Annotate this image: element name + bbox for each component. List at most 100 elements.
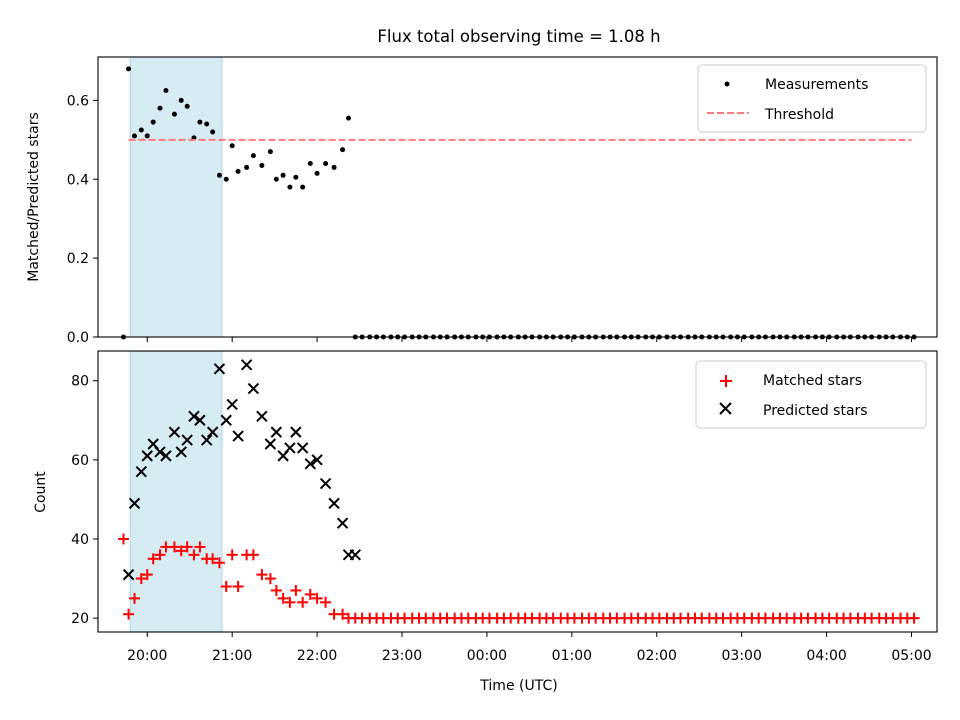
predicted-stars-point [226,398,238,411]
measurement-point [126,66,132,72]
measurement-point [300,184,306,190]
bottom-plot-marks [117,359,920,624]
matched-stars-point [226,549,238,561]
top-y-tick-label: 0.2 [67,251,89,267]
bottom-y-tick-label: 40 [71,532,89,548]
matched-stars-point [135,573,147,585]
measurement-point [259,162,265,168]
predicted-stars-point [128,497,141,510]
measurement-point [293,174,299,180]
top-legend-box [697,64,927,133]
predicted-stars-point [328,497,340,510]
figure-title: Flux total observing time = 1.08 h [377,27,660,46]
bottom-x-tick-label: 02:00 [637,648,677,664]
matched-stars-point [213,557,225,569]
predicted-stars-point [135,466,148,478]
measurement-point [144,133,150,139]
matched-stars-point [270,584,282,596]
predicted-stars-point [311,454,323,466]
measurement-point [250,153,256,159]
predicted-stars-point [181,434,193,446]
matched-stars-point [297,596,309,608]
predicted-stars-point [160,450,172,462]
matched-stars-point [304,588,316,600]
bottom-x-tick-label: 04:00 [806,648,846,664]
measurement-point [138,127,144,133]
legend-measurements-marker [724,81,730,87]
measurement-point [244,164,250,170]
predicted-stars-point [336,517,349,529]
matched-stars-point [908,612,920,624]
matched-stars-point [123,608,135,620]
predicted-stars-point [290,426,302,438]
bottom-x-tick-label: 05:00 [891,648,931,664]
bottom-y-tick-label: 20 [71,611,89,627]
measurement-point [307,160,313,166]
top-axes-frame [97,56,938,338]
predicted-stars-point [270,426,283,438]
bottom-y-tick-label: 80 [71,374,89,390]
bottom-x-tick-label: 23:00 [382,648,422,664]
legend-matched-label: Matched stars [763,373,862,389]
matched-stars-point [247,549,259,561]
matched-stars-point [175,545,187,557]
bottom-shaded-span [129,350,223,633]
predicted-stars-point [232,430,244,442]
matched-stars-point [284,596,296,608]
measurement-point [132,133,138,139]
matched-stars-point [256,569,268,581]
bottom-x-axis: 20:00 21:00 22:00 23:00 00:00 01:00 02:00 03:00… [127,632,932,664]
bottom-x-axis-label: Time (UTC) [479,678,557,694]
legend-measurements-label: Measurements [765,77,868,93]
measurement-point [273,176,279,182]
top-y-tick-label: 0.4 [67,172,89,188]
measurement-point [157,105,163,111]
measurement-point [216,172,222,178]
predicted-stars-point [220,414,232,426]
measurement-point [267,149,273,155]
bottom-x-tick-label: 01:00 [552,648,592,664]
measurement-point [178,97,184,103]
matched-stars-point [311,592,323,604]
matched-stars-point [188,549,200,561]
bottom-x-tick-label: 21:00 [212,648,252,664]
matched-stars-point [129,592,141,604]
measurement-point [197,119,203,125]
matched-stars-point [181,541,193,553]
bottom-x-tick-label: 03:00 [722,648,762,664]
predicted-stars-point [175,446,187,458]
measurement-point [331,164,337,170]
predicted-stars-point [168,426,181,438]
predicted-stars-point [264,438,277,450]
measurement-point [346,115,352,121]
measurement-point [210,129,216,135]
predicted-stars-point [188,410,200,423]
matched-stars-point [154,549,166,561]
matched-stars-point [264,573,276,585]
top-panel: 0.0 0.2 0.4 0.6 Matched/Predicted stars Mea… [26,56,938,346]
predicted-stars-point [154,446,166,458]
measurement-point [223,176,229,182]
matched-stars-point [337,608,349,620]
bottom-axes-frame [97,350,938,633]
bottom-legend-box [695,360,927,429]
bottom-y-axis-label: Count [33,471,49,513]
predicted-stars-point [284,442,296,454]
matched-stars-point [117,533,129,545]
predicted-stars-point [296,442,309,454]
predicted-stars-point [304,458,317,470]
bottom-x-tick-label: 22:00 [297,648,337,664]
predicted-stars-point [247,382,260,395]
matched-stars-point [207,553,219,565]
predicted-stars-point [122,568,135,581]
top-y-tick-label: 0.0 [67,330,89,346]
top-y-axis: 0.0 0.2 0.4 0.6 [67,93,98,346]
measurement-point [340,147,346,153]
bottom-x-tick-label: 20:00 [127,648,167,664]
matched-stars-point [141,569,153,581]
bottom-x-tick-label: 00:00 [467,648,507,664]
matched-stars-point [194,541,206,553]
top-y-axis-label: Matched/Predicted stars [26,112,42,282]
predicted-stars-point [141,450,153,462]
